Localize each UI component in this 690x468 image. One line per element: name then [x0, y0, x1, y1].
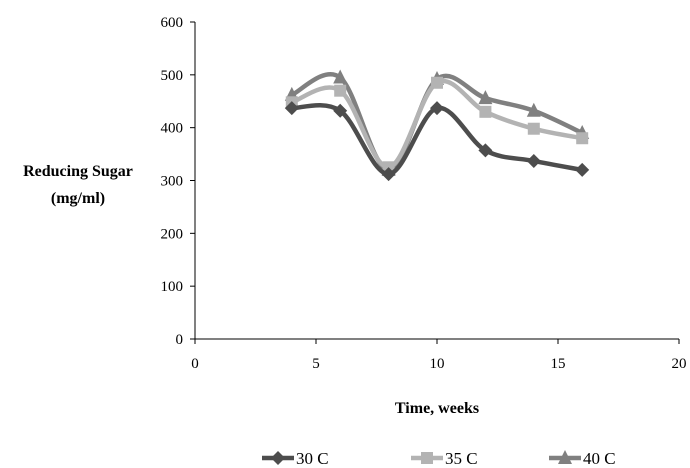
plot-area: 0 100 200 300 400 500 600 0 5 10 15 20	[161, 15, 687, 372]
data-point-30-c	[284, 101, 299, 116]
series-30-c	[284, 101, 590, 182]
legend-item-35-c: 35 C	[411, 449, 478, 468]
y-axis-title: Reducing Sugar (mg/ml)	[23, 163, 133, 207]
series-layer	[284, 69, 590, 182]
legend: 30 C 35 C 40 C	[262, 449, 616, 468]
y-tick-label: 200	[161, 226, 184, 242]
legend-item-30-c: 30 C	[262, 449, 329, 468]
y-tick-label: 0	[176, 332, 184, 348]
x-tick-label: 20	[672, 356, 687, 372]
y-axis-title-line-1: Reducing Sugar	[23, 163, 133, 180]
data-point-40-c	[333, 69, 348, 84]
legend-label-35-c: 35 C	[445, 449, 478, 468]
x-tick-label: 5	[312, 356, 320, 372]
data-point-35-c	[431, 76, 443, 89]
data-point-30-c	[430, 101, 444, 116]
y-axis-ticks: 0 100 200 300 400 500 600	[161, 15, 195, 348]
legend-item-40-c: 40 C	[549, 449, 616, 468]
legend-label-30-c: 30 C	[296, 449, 329, 468]
y-axis-title-line-2: (mg/ml)	[51, 190, 105, 207]
data-point-30-c	[478, 143, 493, 158]
data-point-35-c	[479, 105, 492, 118]
x-axis-ticks: 0 5 10 15 20	[191, 339, 687, 372]
y-tick-label: 600	[161, 15, 184, 31]
data-point-30-c	[575, 162, 590, 177]
data-point-40-c	[526, 102, 541, 117]
legend-marker-40-c	[558, 450, 572, 464]
legend-label-40-c: 40 C	[583, 449, 616, 468]
y-tick-label: 400	[161, 121, 184, 137]
y-tick-label: 500	[161, 68, 184, 84]
x-tick-label: 10	[430, 356, 445, 372]
x-axis-title: Time, weeks	[395, 400, 479, 417]
data-point-30-c	[526, 153, 541, 168]
series-35-c	[285, 76, 589, 174]
x-tick-label: 15	[551, 356, 566, 372]
y-tick-label: 100	[161, 279, 184, 295]
data-point-30-c	[381, 167, 396, 182]
data-point-35-c	[334, 84, 347, 97]
y-tick-label: 300	[161, 174, 184, 190]
data-point-40-c	[478, 90, 493, 105]
data-point-30-c	[333, 103, 348, 118]
x-tick-label: 0	[191, 356, 199, 372]
legend-marker-30-c	[271, 451, 285, 465]
data-point-35-c	[576, 132, 589, 145]
legend-marker-35-c	[421, 452, 433, 464]
data-point-35-c	[527, 122, 540, 135]
